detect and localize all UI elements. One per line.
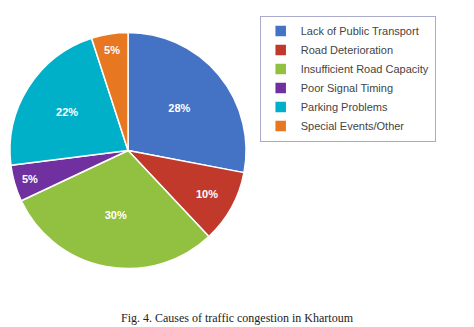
svg-text:Fig. 4. Causes of traffic cong: Fig. 4. Causes of traffic congestion in …	[121, 311, 354, 325]
svg-text:Insufficient Road Capacity: Insufficient Road Capacity	[301, 63, 429, 75]
svg-text:5%: 5%	[104, 44, 120, 56]
svg-text:Lack of Public Transport: Lack of Public Transport	[301, 25, 419, 37]
svg-text:30%: 30%	[105, 209, 127, 221]
svg-text:Parking Problems: Parking Problems	[301, 101, 388, 113]
svg-text:28%: 28%	[168, 102, 190, 114]
svg-text:22%: 22%	[56, 106, 78, 118]
svg-text:Special Events/Other: Special Events/Other	[301, 120, 405, 132]
svg-text:10%: 10%	[196, 188, 218, 200]
svg-text:Road Deterioration: Road Deterioration	[301, 44, 393, 56]
svg-text:Poor Signal Timing: Poor Signal Timing	[301, 82, 393, 94]
svg-text:5%: 5%	[22, 173, 38, 185]
